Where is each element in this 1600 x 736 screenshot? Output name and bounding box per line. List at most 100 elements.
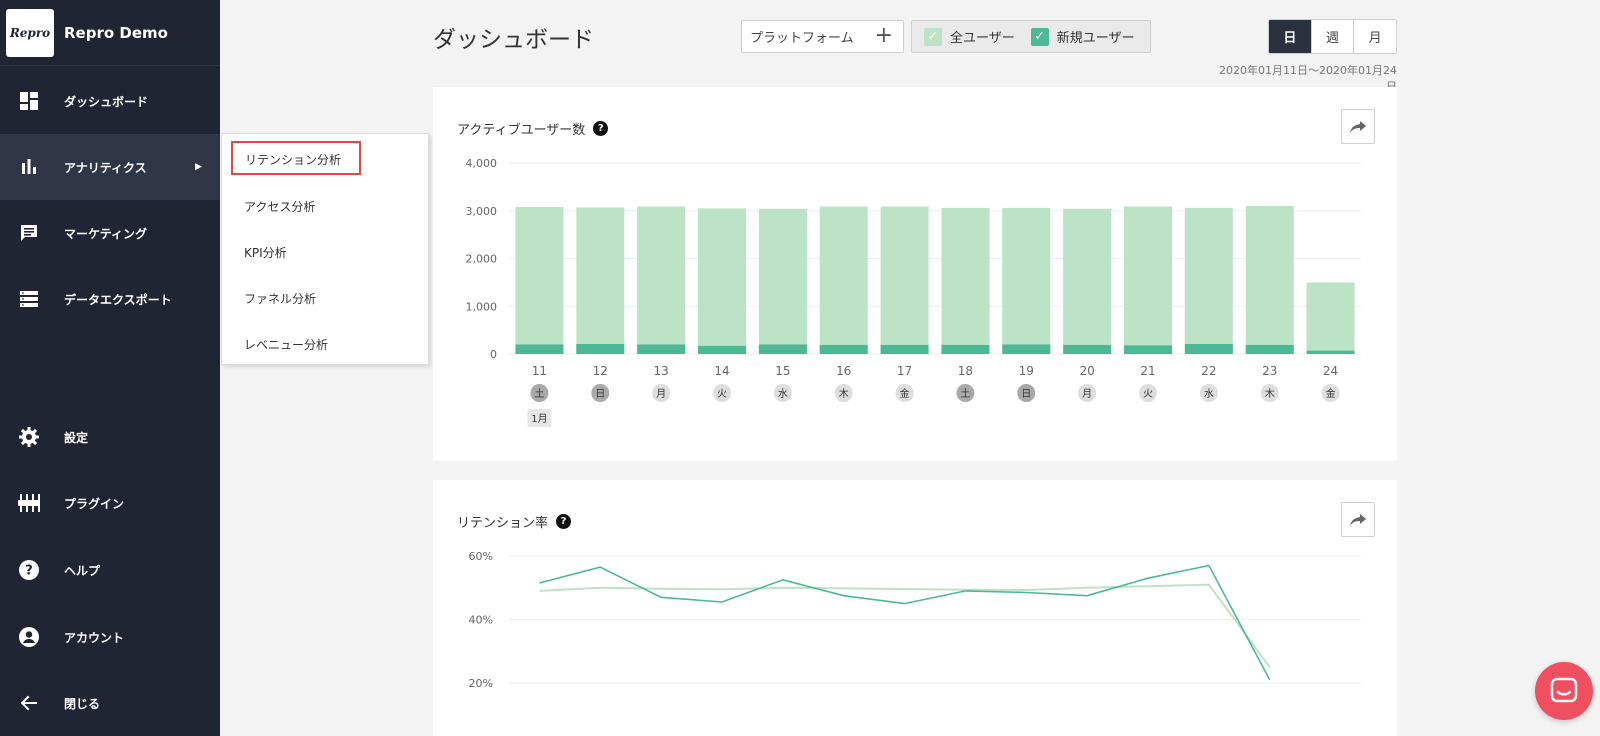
sidebar-item-label: 設定 bbox=[64, 430, 89, 445]
period-day-button[interactable]: 日 bbox=[1269, 20, 1312, 53]
sidebar-item-dashboard[interactable]: ダッシュボード bbox=[0, 68, 220, 134]
sidebar-item-plugins[interactable]: プラグイン bbox=[0, 470, 220, 536]
sidebar-item-account[interactable]: アカウント bbox=[0, 604, 220, 670]
gear-icon bbox=[18, 426, 40, 448]
x-tick-label: 16 bbox=[836, 364, 851, 378]
sidebar-item-label: データエクスポート bbox=[64, 292, 172, 307]
submenu-item-access[interactable]: アクセス分析 bbox=[244, 200, 316, 214]
weekday-label: 水 bbox=[1204, 388, 1214, 400]
weekday-label: 日 bbox=[1021, 389, 1031, 400]
bar-all-users bbox=[515, 206, 564, 354]
bar-all-users bbox=[1184, 207, 1233, 354]
period-toggle: 日 週 月 bbox=[1268, 19, 1397, 54]
legend-new-users-label: 新規ユーザー bbox=[1056, 31, 1135, 46]
weekday-badge bbox=[895, 384, 914, 402]
bar-new-users bbox=[880, 344, 929, 354]
app-logo: Repro bbox=[6, 8, 54, 57]
weekday-badge bbox=[652, 384, 671, 402]
y-tick-label: 20% bbox=[469, 677, 493, 690]
bar-all-users bbox=[1124, 206, 1172, 354]
submenu-item-retention[interactable]: リテンション分析 bbox=[231, 141, 361, 175]
checkbox-all-users[interactable]: ✓ bbox=[924, 27, 942, 46]
bar-new-users bbox=[941, 344, 990, 354]
y-tick-label: 2,000 bbox=[466, 253, 498, 266]
sidebar-item-analytics[interactable]: アナリティクス ▶ bbox=[0, 134, 220, 200]
weekday-badge bbox=[1199, 384, 1218, 402]
platform-filter-button[interactable]: プラットフォーム + bbox=[741, 20, 904, 53]
bar-all-users bbox=[1245, 205, 1294, 354]
weekday-badge bbox=[1139, 384, 1157, 402]
bar-all-users bbox=[698, 208, 746, 354]
y-tick-label: 60% bbox=[469, 550, 493, 563]
chevron-right-icon: ▶ bbox=[195, 162, 202, 172]
weekday-label: 火 bbox=[717, 388, 727, 400]
bar-new-users bbox=[515, 344, 564, 354]
share-button[interactable] bbox=[1341, 502, 1375, 537]
y-tick-label: 1,000 bbox=[466, 300, 498, 313]
sidebar-item-help[interactable]: ? ヘルプ bbox=[0, 537, 220, 603]
bar-all-users bbox=[1002, 207, 1051, 354]
submenu-item-funnel[interactable]: ファネル分析 bbox=[244, 292, 317, 306]
sidebar-item-settings[interactable]: 設定 bbox=[0, 404, 220, 470]
bar-new-users bbox=[1306, 350, 1355, 354]
retention-chart: 60% 40% 20% bbox=[469, 550, 1361, 690]
legend-all-users-label: 全ユーザー bbox=[950, 31, 1015, 46]
submenu-item-kpi[interactable]: KPI分析 bbox=[244, 246, 287, 260]
period-week-button[interactable]: 週 bbox=[1311, 20, 1355, 53]
weekday-badge bbox=[713, 384, 731, 402]
submenu-item-revenue[interactable]: レベニュー分析 bbox=[244, 338, 329, 352]
series-line-new-users bbox=[539, 564, 1271, 681]
sidebar-item-marketing[interactable]: マーケティング bbox=[0, 200, 220, 266]
sidebar-item-close[interactable]: 閉じる bbox=[0, 670, 220, 736]
page-title: ダッシュボード bbox=[433, 27, 594, 53]
chat-launcher-button[interactable] bbox=[1535, 662, 1593, 720]
month-badge bbox=[527, 409, 552, 427]
active-users-card: アクティブユーザー数 ? 4,000 3,000 2,000 1,000 0 11 土 12 日… bbox=[433, 87, 1397, 461]
weekday-label: 金 bbox=[900, 387, 910, 400]
active-users-chart: 4,000 3,000 2,000 1,000 0 11 土 12 日 13 月 14 火 15 水 16 木 1… bbox=[466, 157, 1361, 427]
period-month-button[interactable]: 月 bbox=[1354, 20, 1396, 53]
sidebar-item-label: プラグイン bbox=[64, 496, 125, 511]
sidebar-item-label: アカウント bbox=[64, 630, 125, 645]
weekday-label: 火 bbox=[1143, 388, 1153, 400]
checkbox-new-users[interactable]: ✓ bbox=[1030, 27, 1049, 46]
share-arrow-icon bbox=[1350, 513, 1366, 526]
bar-new-users bbox=[819, 344, 868, 354]
chat-icon bbox=[18, 222, 40, 244]
weekday-label: 月 bbox=[656, 388, 666, 400]
brand[interactable]: Repro Repro Demo bbox=[0, 0, 220, 66]
sidebar: Repro Repro Demo ダッシュボード アナリティクス ▶ マーケティ… bbox=[0, 0, 220, 736]
weekday-badge bbox=[1260, 384, 1279, 402]
help-icon[interactable]: ? bbox=[593, 121, 609, 136]
card-title: リテンション率 ? bbox=[457, 512, 572, 531]
bar-new-users bbox=[1002, 344, 1051, 354]
sidebar-item-data-export[interactable]: データエクスポート bbox=[0, 266, 220, 332]
bar-all-users bbox=[637, 206, 686, 354]
x-tick-label: 24 bbox=[1323, 364, 1338, 378]
x-tick-label: 22 bbox=[1201, 364, 1216, 378]
bar-new-users bbox=[637, 344, 686, 354]
share-button[interactable] bbox=[1341, 109, 1375, 144]
bar-all-users bbox=[576, 207, 625, 354]
bar-all-users bbox=[758, 208, 807, 354]
bar-new-users bbox=[1124, 345, 1172, 354]
bar-new-users bbox=[1063, 344, 1112, 354]
help-icon[interactable]: ? bbox=[556, 514, 572, 529]
bar-all-users bbox=[1306, 282, 1355, 354]
x-tick-label: 15 bbox=[775, 364, 790, 378]
x-tick-label: 11 bbox=[532, 364, 547, 378]
bar-new-users bbox=[1245, 344, 1294, 354]
dashboard-icon bbox=[18, 90, 40, 112]
chart-title-active-users: アクティブユーザー数 bbox=[457, 123, 586, 138]
weekday-badge bbox=[530, 384, 549, 402]
weekday-label: 土 bbox=[960, 387, 970, 400]
storage-icon bbox=[18, 288, 40, 310]
weekday-label: 木 bbox=[839, 388, 849, 400]
y-tick-label: 0 bbox=[490, 348, 497, 361]
svg-text:?: ? bbox=[25, 564, 33, 579]
bar-all-users bbox=[1063, 208, 1112, 354]
x-tick-label: 14 bbox=[714, 364, 729, 378]
x-tick-label: 18 bbox=[958, 364, 973, 378]
y-tick-label: 4,000 bbox=[466, 157, 498, 170]
app-name: Repro Demo bbox=[64, 23, 168, 42]
